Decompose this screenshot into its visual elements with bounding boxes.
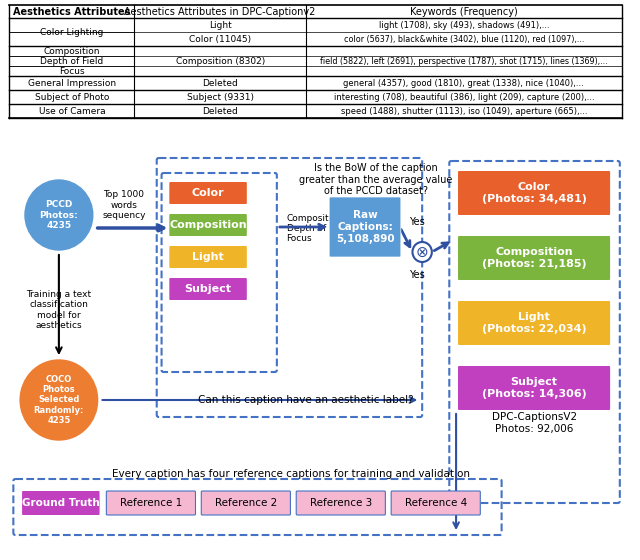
FancyBboxPatch shape: [202, 491, 291, 515]
Text: field (5822), left (2691), perspective (1787), shot (1715), lines (1369),...: field (5822), left (2691), perspective (…: [320, 57, 607, 66]
Text: Depth of Field: Depth of Field: [40, 57, 104, 66]
Text: Composition: Composition: [44, 46, 100, 55]
Text: Ground Truth: Ground Truth: [22, 498, 100, 508]
Text: Focus: Focus: [287, 234, 312, 242]
Text: PCCD
Photos:
4235: PCCD Photos: 4235: [40, 200, 78, 230]
Text: Focus: Focus: [59, 67, 84, 76]
FancyBboxPatch shape: [458, 366, 610, 410]
Text: ⊗: ⊗: [416, 245, 429, 260]
Text: Raw
Captions:
5,108,890: Raw Captions: 5,108,890: [336, 211, 394, 244]
Circle shape: [413, 242, 432, 262]
FancyBboxPatch shape: [170, 246, 247, 268]
FancyBboxPatch shape: [170, 278, 247, 300]
Text: Subject
(Photos: 14,306): Subject (Photos: 14,306): [482, 377, 586, 399]
Text: Training a text
classification
model for
aesthetics: Training a text classification model for…: [26, 290, 92, 330]
Text: Deleted: Deleted: [202, 106, 238, 115]
FancyBboxPatch shape: [170, 214, 247, 236]
FancyBboxPatch shape: [458, 236, 610, 280]
Text: Depth of Field: Depth of Field: [287, 223, 350, 232]
Text: Keywords (Frequency): Keywords (Frequency): [410, 7, 518, 16]
Text: Light: Light: [192, 252, 224, 262]
Text: Subject of Photo: Subject of Photo: [35, 92, 109, 101]
Text: Composition
(Photos: 21,185): Composition (Photos: 21,185): [482, 247, 586, 269]
Text: COCO
Photos
Selected
Randomly:
4235: COCO Photos Selected Randomly: 4235: [34, 375, 84, 425]
Circle shape: [20, 360, 98, 440]
Text: Color
(Photos: 34,481): Color (Photos: 34,481): [482, 182, 586, 204]
Text: Light: Light: [209, 21, 232, 30]
Text: Every caption has four reference captions for training and validation: Every caption has four reference caption…: [113, 469, 470, 479]
Text: General Impression: General Impression: [28, 78, 116, 87]
Text: Is the BoW of the caption
greater than the average value
of the PCCD dataset?: Is the BoW of the caption greater than t…: [299, 163, 452, 196]
Text: Composition: Composition: [287, 213, 343, 222]
Text: Reference 4: Reference 4: [404, 498, 467, 508]
Text: Light
(Photos: 22,034): Light (Photos: 22,034): [482, 312, 586, 334]
FancyBboxPatch shape: [170, 182, 247, 204]
Text: Use of Camera: Use of Camera: [38, 106, 105, 115]
Text: Aesthetics Attributes: Aesthetics Attributes: [13, 7, 131, 16]
Text: Reference 1: Reference 1: [120, 498, 182, 508]
FancyBboxPatch shape: [458, 301, 610, 345]
Text: general (4357), good (1810), great (1338), nice (1040),...: general (4357), good (1810), great (1338…: [344, 78, 584, 87]
FancyBboxPatch shape: [391, 491, 480, 515]
Circle shape: [25, 180, 93, 250]
Text: Yes: Yes: [410, 217, 425, 227]
Text: Reference 2: Reference 2: [215, 498, 277, 508]
Text: Top 1000
words
sequency: Top 1000 words sequency: [102, 190, 145, 220]
FancyBboxPatch shape: [329, 197, 401, 257]
FancyBboxPatch shape: [458, 171, 610, 215]
Text: interesting (708), beautiful (386), light (209), capture (200),...: interesting (708), beautiful (386), ligh…: [333, 92, 594, 101]
Text: DPC-CaptionsV2
Photos: 92,006: DPC-CaptionsV2 Photos: 92,006: [492, 412, 577, 434]
Text: Aesthetics Attributes in DPC-Captionv2: Aesthetics Attributes in DPC-Captionv2: [125, 7, 316, 16]
Text: Composition (8302): Composition (8302): [175, 57, 265, 66]
Text: light (1708), sky (493), shadows (491),...: light (1708), sky (493), shadows (491),.…: [378, 21, 549, 30]
FancyBboxPatch shape: [296, 491, 385, 515]
Text: Yes: Yes: [410, 270, 425, 280]
Text: Can this caption have an aesthetic label?: Can this caption have an aesthetic label…: [198, 395, 413, 405]
Text: Color (11045): Color (11045): [189, 35, 252, 44]
Text: Color: Color: [192, 188, 225, 198]
Text: Subject (9331): Subject (9331): [187, 92, 253, 101]
FancyBboxPatch shape: [22, 491, 100, 515]
Text: Reference 3: Reference 3: [310, 498, 372, 508]
Text: speed (1488), shutter (1113), iso (1049), aperture (665),...: speed (1488), shutter (1113), iso (1049)…: [340, 106, 587, 115]
Text: Composition: Composition: [169, 220, 247, 230]
Text: Deleted: Deleted: [202, 78, 238, 87]
FancyBboxPatch shape: [106, 491, 195, 515]
Text: Subject: Subject: [184, 284, 232, 294]
Text: color (5637), black&white (3402), blue (1120), red (1097),...: color (5637), black&white (3402), blue (…: [344, 35, 584, 44]
Text: Color Lighting: Color Lighting: [40, 27, 104, 36]
